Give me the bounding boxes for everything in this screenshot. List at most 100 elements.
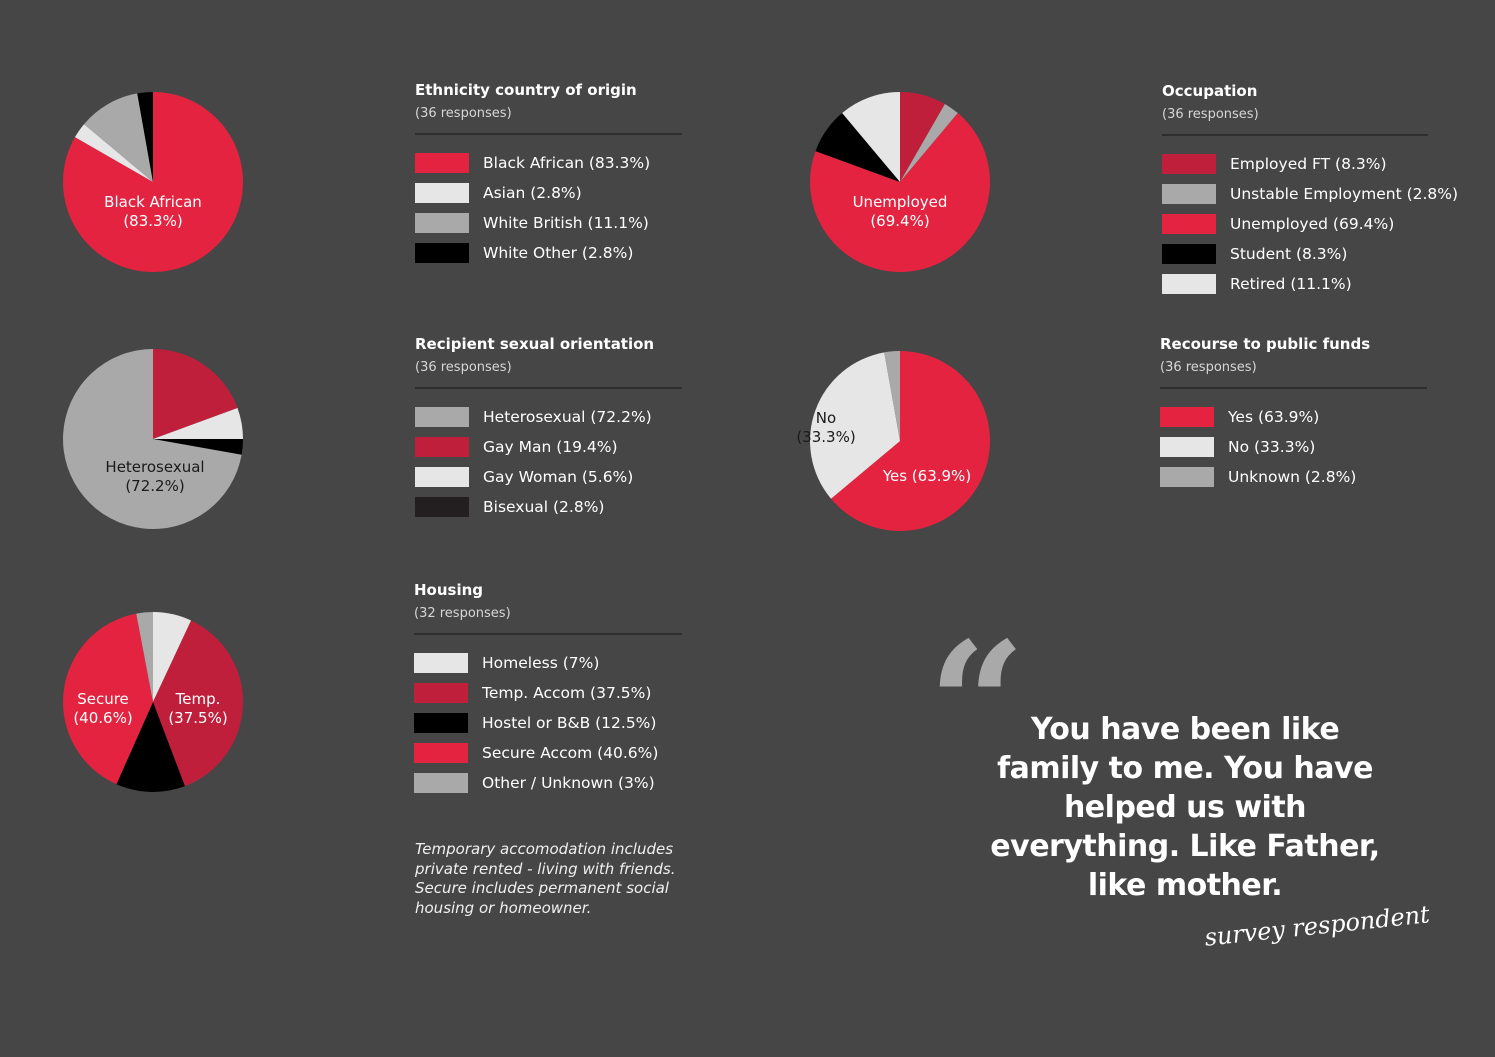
legend-label: Bisexual (2.8%): [483, 498, 605, 516]
pie-slice-heterosexual: [62, 349, 242, 529]
legend-swatch: [1160, 437, 1214, 457]
legend-swatch: [415, 183, 469, 203]
legend-swatch: [414, 653, 468, 673]
legend-item: Homeless (7%): [414, 653, 682, 673]
pie-label: Black African: [104, 193, 202, 211]
legend-swatch: [415, 407, 469, 427]
legend-label: Unknown (2.8%): [1228, 468, 1357, 486]
pie-slice-white-british: [84, 93, 153, 182]
response-count: (36 responses): [415, 360, 512, 375]
pie-label: Temp.: [175, 690, 221, 708]
pie-slice-student: [815, 113, 900, 182]
public-funds-pie-chart: Yes (63.9%) No (33.3%): [796, 351, 991, 531]
housing-pie-chart: Temp. (37.5%) Secure (40.6%): [63, 612, 243, 792]
legend-item: Unemployed (69.4%): [1162, 214, 1428, 234]
chart-title: Housing: [414, 581, 484, 599]
pie-slice-other-unknown: [136, 612, 153, 702]
quote-line: like mother.: [1087, 868, 1283, 903]
quote-mark-icon: “: [928, 605, 1026, 805]
legend-swatch: [1160, 407, 1214, 427]
legend-item: Heterosexual (72.2%): [415, 407, 682, 427]
legend-swatch: [414, 743, 468, 763]
legend-item: Yes (63.9%): [1160, 407, 1427, 427]
pie-label: Secure: [77, 690, 129, 708]
legend-label: Employed FT (8.3%): [1230, 155, 1387, 173]
legend-swatch: [415, 213, 469, 233]
legend-label: Student (8.3%): [1230, 245, 1348, 263]
pie-slice-gay-man: [153, 349, 238, 439]
pie-slice-secure-accom: [63, 613, 154, 785]
legend-swatch: [414, 773, 468, 793]
response-count: (36 responses): [1162, 107, 1259, 122]
chart-title: Occupation: [1162, 82, 1258, 100]
housing-legend-panel: Housing (32 responses) Homeless (7%) Tem…: [414, 580, 682, 803]
legend-swatch: [1162, 214, 1216, 234]
quote-line: You have been like: [1030, 712, 1340, 747]
occupation-legend-panel: Occupation (36 responses) Employed FT (8…: [1162, 81, 1458, 304]
legend-label: Gay Man (19.4%): [483, 438, 618, 456]
ethnicity-legend-panel: Ethnicity country of origin (36 response…: [415, 80, 682, 273]
response-count: (36 responses): [415, 106, 512, 121]
legend-swatch: [1162, 184, 1216, 204]
legend-swatch: [1162, 154, 1216, 174]
occupation-pie-chart: Unemployed (69.4%): [810, 92, 991, 273]
legend-item: Unknown (2.8%): [1160, 467, 1427, 487]
legend-item: Secure Accom (40.6%): [414, 743, 682, 763]
response-count: (32 responses): [414, 606, 511, 621]
public-funds-legend-panel: Recourse to public funds (36 responses) …: [1160, 334, 1427, 497]
legend-item: Asian (2.8%): [415, 183, 682, 203]
legend-label: Hostel or B&B (12.5%): [482, 714, 657, 732]
legend-item: Black African (83.3%): [415, 153, 682, 173]
pie-slice-white-other: [137, 92, 153, 182]
pie-slice-employed-ft: [900, 92, 945, 182]
pie-slice-yes: [831, 351, 991, 531]
legend-label: White British (11.1%): [483, 214, 649, 232]
legend-label: Temp. Accom (37.5%): [482, 684, 652, 702]
legend-swatch: [415, 467, 469, 487]
legend-label: Other / Unknown (3%): [482, 774, 655, 792]
pie-value-label: (40.6%): [73, 709, 132, 727]
legend-label: Heterosexual (72.2%): [483, 408, 652, 426]
legend-item: Unstable Employment (2.8%): [1162, 184, 1458, 204]
legend-item: Other / Unknown (3%): [414, 773, 682, 793]
divider: [414, 633, 682, 635]
legend-item: Hostel or B&B (12.5%): [414, 713, 682, 733]
quote-attribution: survey respondent: [1203, 900, 1431, 952]
pie-slice-asian: [74, 124, 153, 182]
pie-slice-unemployed: [810, 113, 991, 273]
pie-slice-black-african: [62, 92, 243, 272]
pie-slice-retired: [842, 92, 900, 182]
legend-swatch: [415, 437, 469, 457]
legend-item: Gay Woman (5.6%): [415, 467, 682, 487]
pie-label: Unemployed: [853, 193, 948, 211]
legend-label: Retired (11.1%): [1230, 275, 1352, 293]
pie-label: No: [816, 409, 836, 427]
divider: [415, 387, 682, 389]
legend-swatch: [1162, 244, 1216, 264]
legend-label: Asian (2.8%): [483, 184, 582, 202]
legend-item: Temp. Accom (37.5%): [414, 683, 682, 703]
pie-slice-unstable-employment: [900, 103, 958, 182]
legend-label: Unstable Employment (2.8%): [1230, 185, 1459, 203]
legend-swatch: [1160, 467, 1214, 487]
pie-slice-bisexual: [153, 439, 243, 455]
divider: [415, 133, 682, 135]
legend-label: White Other (2.8%): [483, 244, 634, 262]
ethnicity-pie-chart: Black African (83.3%): [62, 92, 243, 272]
orientation-legend-panel: Recipient sexual orientation (36 respons…: [415, 334, 682, 527]
pie-value-label: (33.3%): [796, 428, 855, 446]
legend-swatch: [1162, 274, 1216, 294]
legend-item: Bisexual (2.8%): [415, 497, 682, 517]
legend-swatch: [415, 497, 469, 517]
legend-label: Unemployed (69.4%): [1230, 215, 1395, 233]
pie-slice-temp-accom: [153, 620, 243, 787]
pie-slice-no: [810, 352, 900, 499]
pie-value-label: (37.5%): [168, 709, 227, 727]
quote-line: helped us with: [1063, 790, 1307, 825]
divider: [1160, 387, 1427, 389]
pie-value-label: (72.2%): [125, 477, 184, 495]
chart-title: Recourse to public funds: [1160, 335, 1371, 353]
legend-swatch: [414, 683, 468, 703]
legend-swatch: [414, 713, 468, 733]
quote-line: family to me. You have: [997, 751, 1373, 786]
